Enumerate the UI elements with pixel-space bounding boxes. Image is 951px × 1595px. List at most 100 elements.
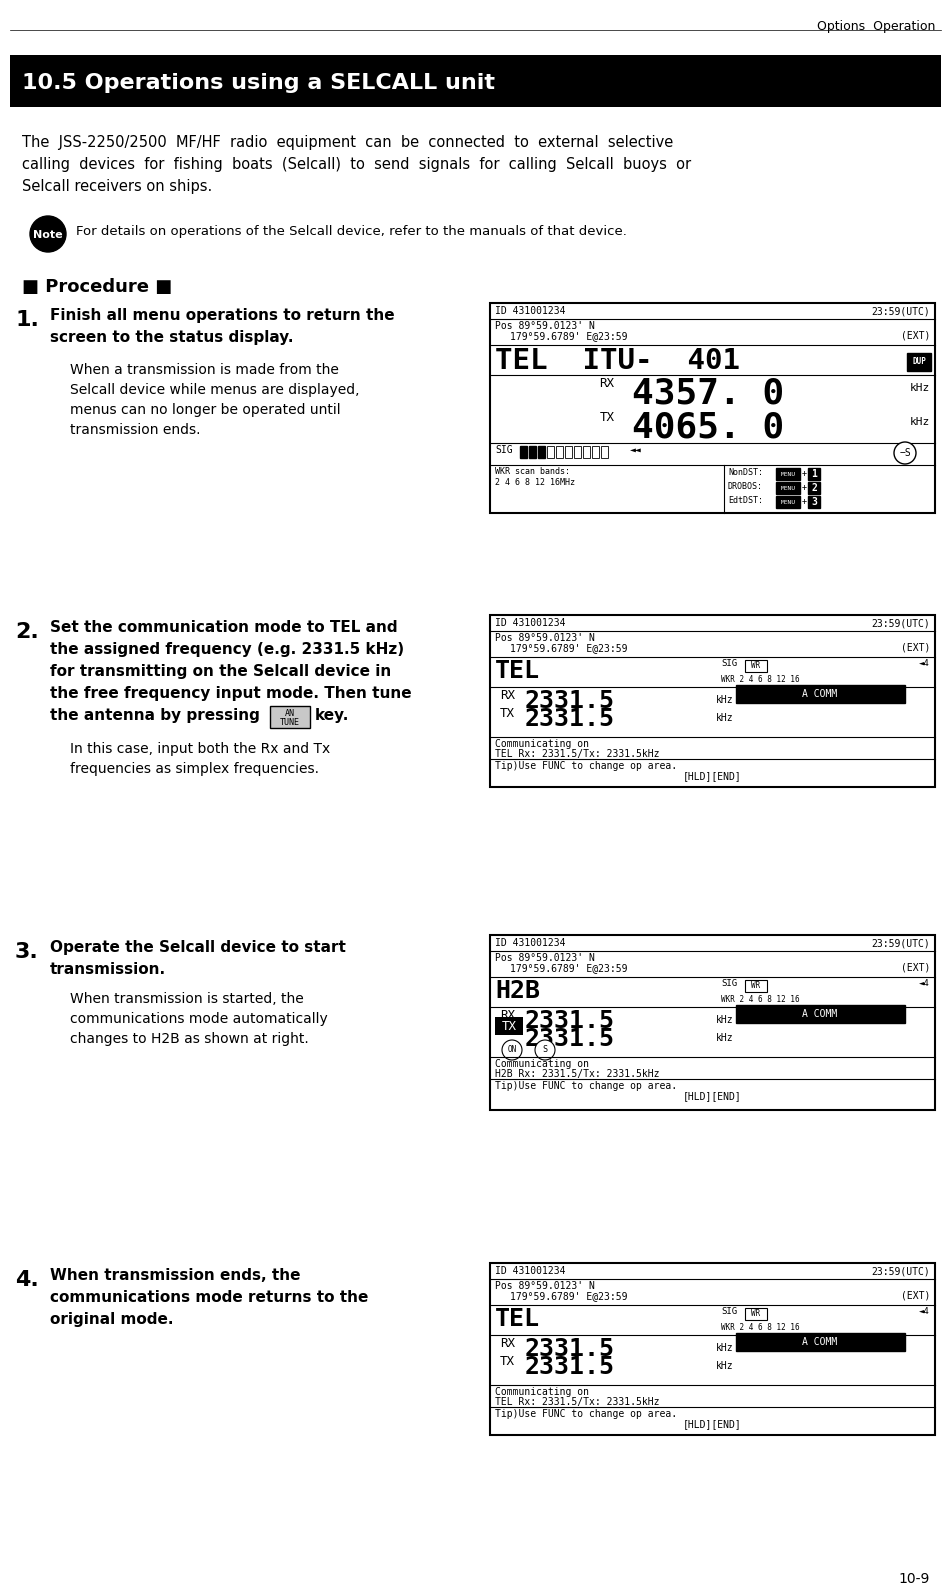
Bar: [490, 935, 935, 1110]
Text: Tip)Use FUNC to change op area.: Tip)Use FUNC to change op area.: [495, 1081, 677, 1091]
Text: screen to the status display.: screen to the status display.: [50, 330, 294, 345]
Bar: [736, 1333, 905, 1351]
Text: Finish all menu operations to return the: Finish all menu operations to return the: [50, 308, 395, 324]
Text: 3.: 3.: [15, 943, 39, 962]
Text: ON: ON: [508, 1045, 516, 1054]
Bar: [529, 447, 536, 458]
Bar: [907, 352, 931, 372]
Text: WKR 2 4 6 8 12 16: WKR 2 4 6 8 12 16: [721, 1322, 800, 1332]
Text: the antenna by pressing: the antenna by pressing: [50, 708, 260, 723]
Text: +: +: [802, 498, 807, 506]
Text: Note: Note: [33, 230, 63, 239]
Text: RX: RX: [500, 1337, 515, 1349]
Text: 2331.5: 2331.5: [525, 689, 615, 713]
Text: EdtDST:: EdtDST:: [728, 496, 763, 506]
Text: kHz: kHz: [716, 1034, 733, 1043]
Text: 179°59.6789' E@23:59: 179°59.6789' E@23:59: [510, 963, 628, 973]
Text: kHz: kHz: [716, 695, 733, 705]
Text: original mode.: original mode.: [50, 1313, 173, 1327]
Text: 2331.5: 2331.5: [525, 1027, 615, 1051]
Text: communications mode returns to the: communications mode returns to the: [50, 1290, 368, 1305]
Text: ID 431001234: ID 431001234: [495, 306, 566, 316]
Text: TX: TX: [500, 1356, 515, 1369]
Text: kHz: kHz: [910, 383, 930, 392]
Text: kHz: kHz: [910, 416, 930, 427]
Text: −S: −S: [899, 448, 911, 458]
Text: AN
TUNE: AN TUNE: [280, 710, 300, 727]
Text: TEL Rx: 2331.5/Tx: 2331.5kHz: TEL Rx: 2331.5/Tx: 2331.5kHz: [495, 750, 659, 759]
Bar: [490, 616, 935, 786]
Text: 179°59.6789' E@23:59: 179°59.6789' E@23:59: [510, 1290, 628, 1302]
Text: WKR 2 4 6 8 12 16: WKR 2 4 6 8 12 16: [721, 995, 800, 1003]
Text: 2.: 2.: [15, 622, 39, 643]
Text: WR: WR: [751, 981, 761, 990]
Text: (EXT): (EXT): [901, 332, 930, 341]
Text: MENU: MENU: [781, 499, 795, 504]
Text: NonDST:: NonDST:: [728, 467, 763, 477]
Text: kHz: kHz: [716, 1343, 733, 1353]
Text: Tip)Use FUNC to change op area.: Tip)Use FUNC to change op area.: [495, 1408, 677, 1420]
Bar: [538, 447, 545, 458]
Text: WKR scan bands:: WKR scan bands:: [495, 467, 570, 475]
Text: changes to H2B as shown at right.: changes to H2B as shown at right.: [70, 1032, 309, 1046]
Text: Set the communication mode to TEL and: Set the communication mode to TEL and: [50, 620, 398, 635]
Text: 23:59(UTC): 23:59(UTC): [871, 938, 930, 947]
Text: SIG: SIG: [721, 1306, 737, 1316]
Text: transmission.: transmission.: [50, 962, 166, 978]
Text: Pos 89°59.0123' N: Pos 89°59.0123' N: [495, 1281, 595, 1290]
Text: kHz: kHz: [716, 713, 733, 723]
Text: 179°59.6789' E@23:59: 179°59.6789' E@23:59: [510, 643, 628, 652]
Bar: [270, 707, 310, 727]
Circle shape: [30, 215, 66, 252]
Text: ◄4: ◄4: [919, 1306, 930, 1316]
Text: SIG: SIG: [721, 659, 737, 668]
Bar: [556, 447, 563, 458]
Text: WR: WR: [751, 1309, 761, 1319]
Text: ID 431001234: ID 431001234: [495, 1266, 566, 1276]
Text: for transmitting on the Selcall device in: for transmitting on the Selcall device i…: [50, 664, 391, 679]
Text: Communicating on: Communicating on: [495, 738, 589, 750]
Text: TEL  ITU-  401: TEL ITU- 401: [495, 348, 740, 375]
Text: 4357. 0: 4357. 0: [632, 376, 785, 412]
Text: When a transmission is made from the: When a transmission is made from the: [70, 364, 339, 376]
Text: MENU: MENU: [781, 485, 795, 491]
Bar: [808, 496, 820, 507]
Text: Pos 89°59.0123' N: Pos 89°59.0123' N: [495, 321, 595, 332]
Text: TX: TX: [599, 412, 614, 424]
Bar: [808, 467, 820, 480]
Text: 23:59(UTC): 23:59(UTC): [871, 1266, 930, 1276]
Text: 1.: 1.: [15, 309, 39, 330]
Text: For details on operations of the Selcall device, refer to the manuals of that de: For details on operations of the Selcall…: [76, 225, 627, 238]
Bar: [574, 447, 581, 458]
Text: RX: RX: [500, 1010, 515, 1022]
Text: +: +: [802, 483, 807, 491]
Text: Operate the Selcall device to start: Operate the Selcall device to start: [50, 939, 346, 955]
Bar: [776, 482, 800, 494]
Text: 2331.5: 2331.5: [525, 1337, 615, 1361]
Text: transmission ends.: transmission ends.: [70, 423, 201, 437]
Text: SIG: SIG: [495, 445, 513, 455]
Circle shape: [535, 1040, 555, 1061]
Bar: [490, 303, 935, 514]
Text: H2B: H2B: [495, 979, 540, 1003]
Bar: [745, 1308, 767, 1321]
Text: 23:59(UTC): 23:59(UTC): [871, 617, 930, 628]
Text: the free frequency input mode. Then tune: the free frequency input mode. Then tune: [50, 686, 412, 700]
Text: Selcall device while menus are displayed,: Selcall device while menus are displayed…: [70, 383, 359, 397]
Text: Communicating on: Communicating on: [495, 1388, 589, 1397]
Text: TX: TX: [501, 1019, 516, 1032]
Text: Pos 89°59.0123' N: Pos 89°59.0123' N: [495, 952, 595, 963]
Text: (EXT): (EXT): [901, 1290, 930, 1302]
Text: S: S: [542, 1045, 548, 1054]
Bar: [745, 979, 767, 992]
Text: +: +: [802, 469, 807, 478]
Text: 2: 2: [811, 483, 817, 493]
Bar: [547, 447, 554, 458]
Text: DROBOS:: DROBOS:: [728, 482, 763, 491]
Text: In this case, input both the Rx and Tx: In this case, input both the Rx and Tx: [70, 742, 330, 756]
Text: 2331.5: 2331.5: [525, 707, 615, 731]
Text: [HLD][END]: [HLD][END]: [683, 1420, 742, 1429]
Text: 10-9: 10-9: [899, 1573, 930, 1585]
Text: [HLD][END]: [HLD][END]: [683, 1091, 742, 1101]
Text: Selcall receivers on ships.: Selcall receivers on ships.: [22, 179, 212, 195]
